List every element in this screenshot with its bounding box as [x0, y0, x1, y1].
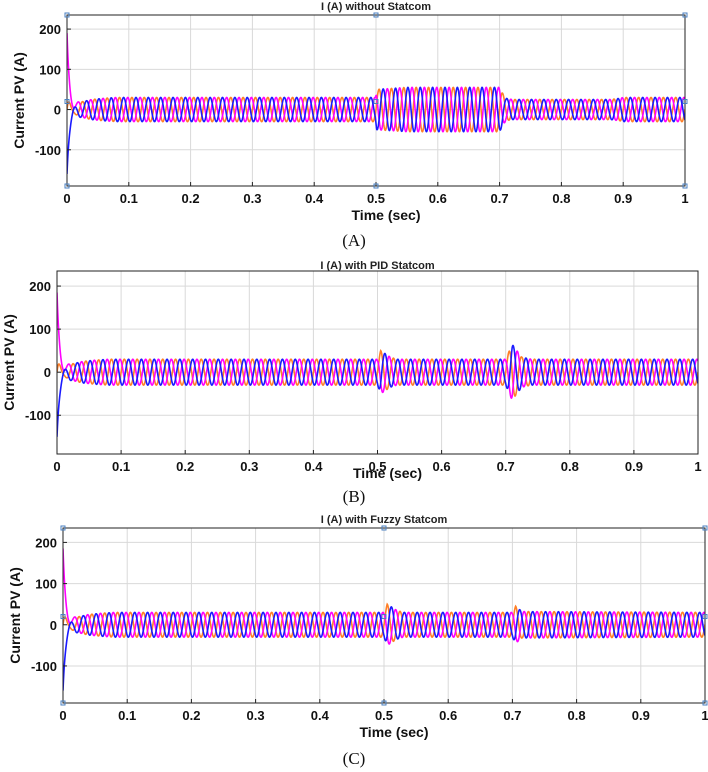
- x-tick-label: 0.6: [429, 191, 447, 206]
- y-tick-label: 0: [50, 618, 57, 633]
- square-marker-icon: [373, 99, 379, 105]
- x-tick-label: 1: [694, 459, 701, 474]
- x-tick-label: 0.1: [118, 708, 136, 723]
- x-tick-label: 0.9: [625, 459, 643, 474]
- x-tick-label: 0.6: [433, 459, 451, 474]
- y-tick-label: 200: [35, 535, 57, 550]
- chart-panel-b: 0 0.1 0.2 0.3 0.4 0.5 0.6 0.7 0.8 0.9 1 -100 0 100 200…: [1, 260, 702, 506]
- square-marker-icon: [702, 525, 708, 531]
- series-line-phase-b: [57, 292, 698, 400]
- x-tick-label: 0.1: [112, 459, 130, 474]
- figure-caption: (B): [343, 487, 366, 506]
- y-axis-label: Current PV (A): [11, 52, 27, 148]
- y-tick-label: 100: [35, 577, 57, 592]
- square-marker-icon: [702, 700, 708, 706]
- series-line-phase-c: [63, 606, 705, 691]
- figure-caption: (C): [343, 749, 366, 768]
- x-tick-label: 0.6: [439, 708, 457, 723]
- series-line-phase-c: [67, 86, 685, 174]
- x-tick-label: 0: [59, 708, 66, 723]
- x-tick-label: 0.8: [561, 459, 579, 474]
- y-tick-label: 200: [39, 22, 61, 37]
- x-tick-label: 0.5: [368, 459, 386, 474]
- y-tick-label: 200: [29, 279, 51, 294]
- y-tick-label: -100: [31, 659, 57, 674]
- chart-title: I (A) without Statcom: [321, 1, 431, 13]
- y-tick-label: -100: [25, 408, 51, 423]
- square-marker-icon: [373, 183, 379, 189]
- chart-title: I (A) with PID Statcom: [320, 260, 435, 272]
- square-marker-icon: [682, 99, 688, 105]
- x-tick-label: 0.2: [182, 191, 200, 206]
- x-tick-label: 0.3: [243, 191, 261, 206]
- square-marker-icon: [60, 614, 66, 620]
- x-tick-label: 0.7: [503, 708, 521, 723]
- y-tick-label: -100: [35, 143, 61, 158]
- x-tick-label: 0.7: [497, 459, 515, 474]
- y-tick-label: 0: [54, 103, 61, 118]
- square-marker-icon: [682, 183, 688, 189]
- x-axis-label: Time (sec): [353, 465, 422, 481]
- square-marker-icon: [381, 614, 387, 620]
- y-tick-label: 0: [44, 365, 51, 380]
- chart-panel-c: 0 0.1 0.2 0.3 0.4 0.5 0.6 0.7 0.8 0.9 1 -100 0 100 200…: [7, 514, 708, 768]
- chart-title: I (A) with Fuzzy Statcom: [321, 514, 448, 526]
- x-tick-label: 0.7: [491, 191, 509, 206]
- x-tick-label: 0.2: [176, 459, 194, 474]
- x-tick-label: 0.8: [552, 191, 570, 206]
- x-tick-label: 0.4: [305, 191, 324, 206]
- square-marker-icon: [60, 700, 66, 706]
- y-axis-label: Current PV (A): [1, 314, 17, 410]
- x-tick-label: 0: [53, 459, 60, 474]
- square-marker-icon: [60, 525, 66, 531]
- x-tick-label: 0.5: [367, 191, 385, 206]
- series-line-phase-a: [57, 348, 698, 398]
- square-marker-icon: [64, 99, 70, 105]
- x-axis-label: Time (sec): [360, 724, 429, 740]
- x-tick-label: 0.9: [614, 191, 632, 206]
- x-tick-label: 0.1: [120, 191, 138, 206]
- x-tick-label: 0.4: [311, 708, 330, 723]
- square-marker-icon: [64, 12, 70, 18]
- x-tick-label: 0: [63, 191, 70, 206]
- x-tick-label: 0.3: [247, 708, 265, 723]
- x-tick-label: 0.2: [182, 708, 200, 723]
- x-tick-label: 1: [681, 191, 688, 206]
- x-tick-label: 0.5: [375, 708, 393, 723]
- square-marker-icon: [702, 614, 708, 620]
- x-tick-label: 0.9: [632, 708, 650, 723]
- series-line-phase-a: [67, 86, 685, 133]
- x-tick-label: 0.3: [240, 459, 258, 474]
- chart-panel-a: 0 0.1 0.2 0.3 0.4 0.5 0.6 0.7 0.8 0.9 1 -100 0 100 200…: [11, 1, 689, 250]
- figure-caption: (A): [342, 231, 366, 250]
- square-marker-icon: [381, 700, 387, 706]
- y-axis-label: Current PV (A): [7, 567, 23, 663]
- x-axis-label: Time (sec): [352, 207, 421, 223]
- series-line-phase-a: [63, 602, 705, 643]
- square-marker-icon: [373, 12, 379, 18]
- square-marker-icon: [64, 183, 70, 189]
- square-marker-icon: [682, 12, 688, 18]
- series-line-phase-b: [67, 33, 685, 133]
- x-tick-label: 0.4: [304, 459, 323, 474]
- x-tick-label: 1: [701, 708, 708, 723]
- x-tick-label: 0.8: [568, 708, 586, 723]
- y-tick-label: 100: [29, 322, 51, 337]
- series-line-phase-c: [57, 344, 698, 437]
- square-marker-icon: [381, 525, 387, 531]
- y-tick-label: 100: [39, 62, 61, 77]
